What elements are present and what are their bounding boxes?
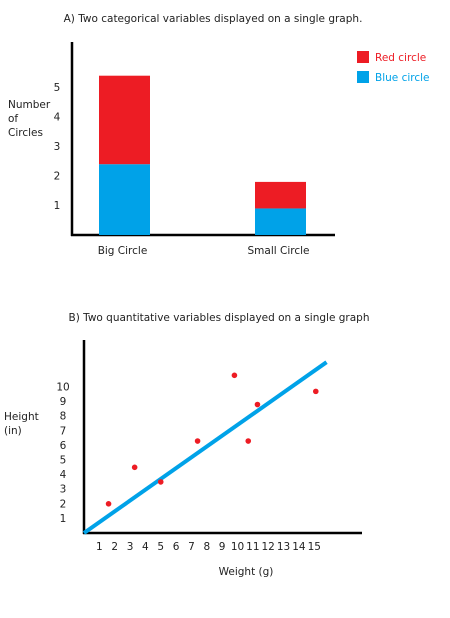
- chart-b-x-tick-label: 9: [219, 541, 226, 553]
- chart-b-x-tick-label: 10: [231, 541, 244, 553]
- chart-b-x-tick-label: 1: [96, 541, 103, 553]
- chart-b-point: [254, 401, 261, 408]
- chart-b-y-tick-label: 10: [56, 382, 69, 394]
- chart-b-title: B) Two quantitative variables displayed …: [69, 312, 370, 324]
- chart-b-x-tick-label: 6: [173, 541, 180, 553]
- chart-a: A) Two categorical variables displayed o…: [8, 13, 430, 257]
- chart-b-y-tick-label: 8: [60, 411, 67, 423]
- chart-b-y-label-line: (in): [4, 425, 22, 437]
- chart-a-y-label-line: Circles: [8, 127, 43, 139]
- chart-b-x-tick-label: 11: [246, 541, 259, 553]
- chart-b-point: [231, 372, 238, 379]
- chart-a-y-label-line: Number: [8, 99, 51, 111]
- chart-b-x-tick-label: 5: [157, 541, 164, 553]
- chart-b-y-tick-label: 3: [60, 484, 67, 496]
- chart-a-bar-red-circle: [255, 181, 306, 209]
- chart-a-y-axis-label: Number of Circles: [8, 99, 51, 139]
- chart-b-y-label-line: Height: [4, 411, 39, 423]
- chart-b-x-tick-label: 4: [142, 541, 149, 553]
- chart-a-bar-red-circle: [99, 75, 150, 165]
- chart-a-y-tick-label: 4: [54, 112, 61, 124]
- chart-b-x-tick-label: 12: [262, 541, 275, 553]
- chart-b-y-tick-label: 7: [60, 425, 67, 437]
- chart-b-x-axis-label: Weight (g): [219, 566, 274, 578]
- chart-a-y-tick-label: 3: [54, 141, 61, 153]
- chart-a-x-tick-label: Big Circle: [98, 245, 148, 257]
- chart-b-y-tick-label: 9: [60, 396, 67, 408]
- chart-b-point: [312, 388, 319, 395]
- chart-b-trend-line: [82, 360, 328, 535]
- chart-b-x-tick-label: 2: [111, 541, 118, 553]
- chart-b-point: [157, 479, 164, 485]
- chart-b-y-tick-label: 5: [60, 455, 67, 467]
- chart-b-y-tick-label: 2: [60, 498, 67, 510]
- chart-a-bar-blue-circle: [99, 164, 150, 235]
- chart-a-y-tick-label: 1: [54, 200, 61, 212]
- chart-a-y-tick-label: 2: [54, 171, 61, 183]
- chart-a-y-tick-label: 5: [54, 82, 61, 94]
- chart-b-x-tick-label: 8: [203, 541, 210, 553]
- chart-b-point: [194, 438, 201, 444]
- chart-b-x-tick-label: 3: [127, 541, 134, 553]
- chart-b-point: [245, 438, 252, 444]
- chart-b-x-tick-label: 14: [292, 541, 306, 553]
- chart-b: B) Two quantitative variables displayed …: [4, 312, 369, 578]
- chart-b-point: [105, 501, 112, 507]
- chart-a-legend-label: Red circle: [375, 52, 426, 64]
- chart-b-y-tick-label: 6: [60, 440, 67, 452]
- chart-b-x-tick-label: 13: [277, 541, 290, 553]
- chart-a-legend-swatch: [357, 71, 369, 83]
- chart-a-bar-blue-circle: [255, 208, 306, 235]
- chart-a-legend: Red circle Blue circle: [357, 51, 430, 84]
- chart-b-x-tick-label: 7: [188, 541, 195, 553]
- chart-b-y-tick-label: 1: [60, 513, 67, 525]
- chart-a-legend-label: Blue circle: [375, 72, 430, 84]
- chart-a-y-label-line: of: [8, 113, 18, 125]
- chart-a-title: A) Two categorical variables displayed o…: [64, 13, 363, 25]
- chart-b-y-axis-label: Height (in): [4, 411, 39, 437]
- chart-b-x-tick-label: 15: [308, 541, 321, 553]
- chart-b-y-tick-label: 4: [60, 469, 67, 481]
- chart-a-legend-swatch: [357, 51, 369, 63]
- chart-b-point: [131, 464, 138, 471]
- chart-a-x-tick-label: Small Circle: [248, 245, 310, 257]
